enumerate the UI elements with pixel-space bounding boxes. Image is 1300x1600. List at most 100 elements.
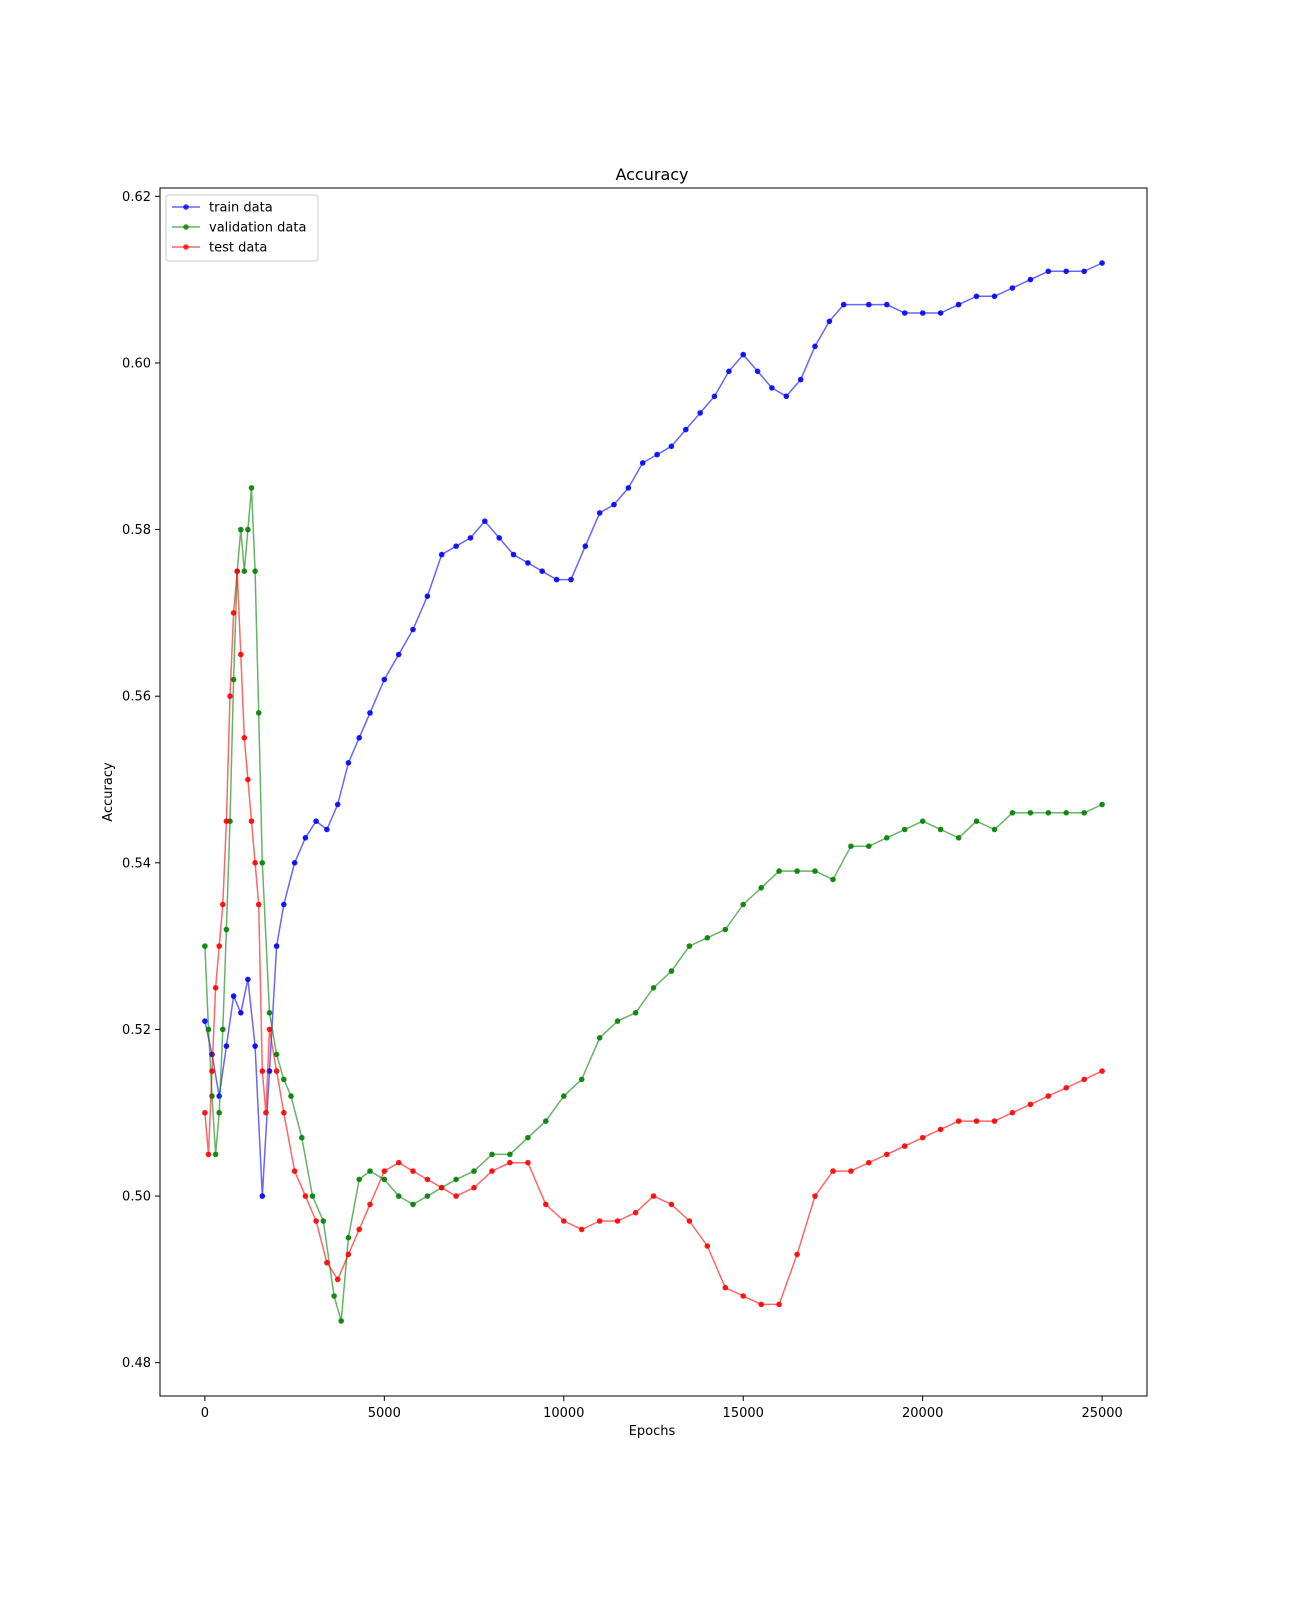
data-point [252,860,258,866]
data-point [919,818,926,824]
data-point [424,1176,431,1183]
x-tick-label: 15000 [723,1406,764,1421]
data-point [830,1168,836,1174]
data-point [320,1218,327,1224]
data-point [991,293,998,300]
legend-items: train data validation data test data [172,201,306,256]
data-point [216,943,222,949]
legend: train data validation data test data [165,194,319,262]
data-point [668,968,675,974]
data-point [334,801,341,808]
data-point [489,1151,495,1158]
data-point [367,1168,373,1174]
data-point [410,626,416,633]
data-point [1063,268,1069,275]
series-validation-data [202,485,1105,1324]
data-point [241,568,248,574]
legend-item: validation data [172,221,306,236]
data-point [596,1035,603,1041]
data-point [866,843,872,849]
y-tick-label: 0.60 [122,356,151,371]
data-point [216,1109,222,1116]
data-point [259,860,266,866]
y-tick-label: 0.62 [122,190,151,205]
data-point [299,1134,305,1141]
data-point [212,985,219,991]
data-point [991,1118,998,1124]
data-point [238,526,244,533]
data-point [812,868,818,874]
data-point [625,485,632,491]
data-point [650,985,657,991]
data-point [840,301,847,308]
data-point [582,543,589,549]
plot-background [160,188,1147,1396]
data-point [1099,260,1105,266]
data-point [866,301,872,308]
data-point [561,1093,567,1099]
data-point [381,1168,388,1174]
data-point [309,1193,316,1199]
data-point [255,901,262,908]
data-point [438,551,445,558]
data-point [901,826,908,833]
data-point [202,943,208,949]
data-point [381,1176,388,1183]
data-point [1081,810,1087,816]
data-point [866,1159,872,1166]
data-point [259,1068,266,1074]
data-point [273,943,280,949]
data-point [395,651,402,658]
plot-area [159,187,1148,1397]
data-point [238,651,244,658]
data-point [223,818,230,824]
data-point [438,1184,445,1191]
legend-marker [183,224,189,230]
x-tick-label: 25000 [1081,1406,1122,1421]
data-point [252,1043,258,1049]
data-point [281,901,287,908]
data-point [202,1109,208,1116]
data-point [248,818,255,824]
data-point [227,693,233,699]
data-point [901,1143,908,1149]
data-point [291,860,298,866]
data-point [324,826,330,833]
data-point [769,385,775,391]
data-point [937,310,944,316]
data-point [848,843,854,849]
legend-marker [183,244,189,250]
data-point [245,976,251,983]
data-point [919,1134,926,1141]
data-point [263,1109,269,1116]
data-point [313,818,319,824]
series-layer [202,260,1105,1324]
data-point [1027,1101,1034,1108]
data-point [1009,810,1016,816]
data-point [281,1109,287,1116]
data-point [722,926,729,933]
data-point [510,551,517,558]
data-point [740,1293,746,1299]
data-point [848,1168,854,1174]
data-point [471,1184,477,1191]
data-point [797,376,804,383]
data-point [273,1068,280,1074]
data-point [525,560,531,566]
data-point [507,1159,513,1166]
data-point [683,426,689,433]
legend-item: train data [172,201,273,216]
data-point [937,826,944,833]
data-point [230,610,237,616]
data-point [410,1201,416,1208]
data-point [955,1118,962,1124]
legend-box [165,194,319,262]
data-point [209,1068,215,1074]
data-point [704,935,711,941]
data-point [252,568,258,574]
y-tick-label: 0.50 [122,1190,151,1205]
series-train-data [202,260,1105,1199]
data-point [1063,1085,1069,1091]
data-point [794,868,800,874]
